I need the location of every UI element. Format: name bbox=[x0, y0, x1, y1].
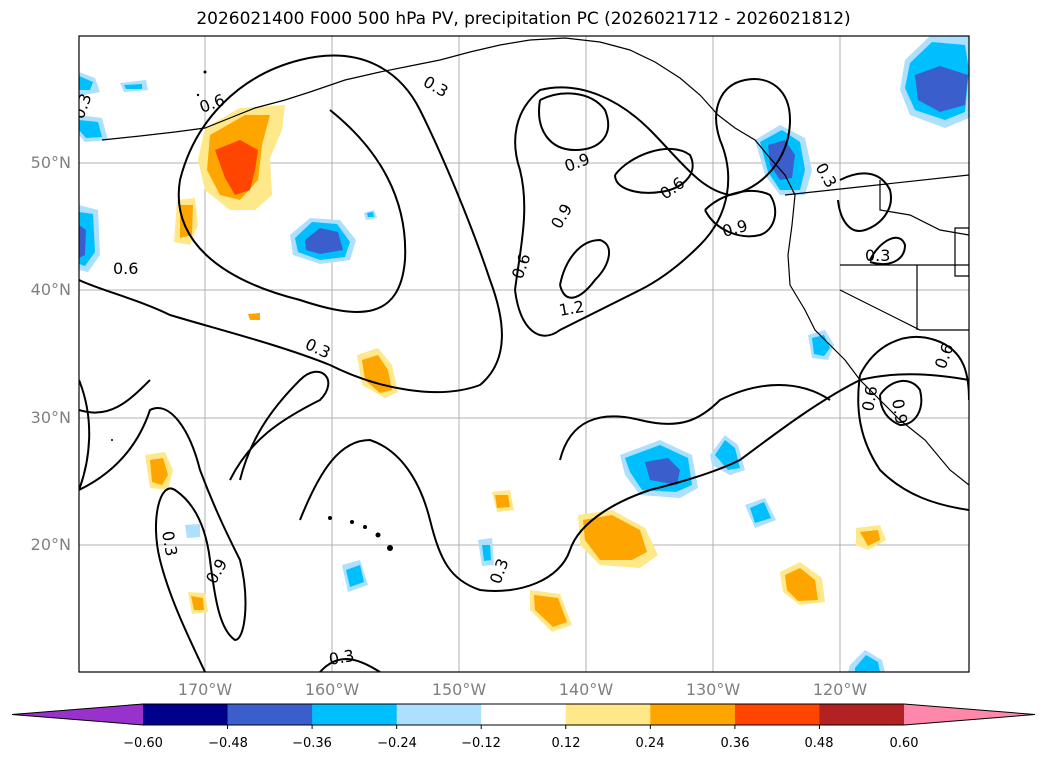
contour-label-16: 0.9 bbox=[888, 397, 911, 425]
lat-label-40n: 40°N bbox=[30, 280, 71, 299]
colorbar-segment bbox=[396, 704, 482, 725]
lat-label-20n: 20°N bbox=[30, 535, 71, 554]
coastlines bbox=[101, 37, 969, 486]
lon-label-150w: 150°W bbox=[431, 680, 487, 699]
lon-label-130w: 130°W bbox=[685, 680, 741, 699]
colorbar-extend-high bbox=[904, 704, 1035, 725]
map-title: 2026021400 F000 500 hPa PV, precipitatio… bbox=[196, 9, 851, 29]
contour-label-13: 0.3 bbox=[865, 246, 890, 265]
contour-label-4: 0.6 bbox=[113, 259, 138, 278]
colorbar-extend-low bbox=[12, 704, 143, 725]
colorbar-segment bbox=[312, 704, 398, 725]
colorbar-segment bbox=[143, 704, 229, 725]
pv-contours bbox=[79, 54, 969, 672]
lon-label-140w: 140°W bbox=[558, 680, 614, 699]
colorbar-outline bbox=[11, 703, 1036, 726]
colorbar-tick-10: 0.60 bbox=[889, 736, 919, 751]
graticule bbox=[79, 36, 969, 672]
colorbar-tick-1: −0.60 bbox=[123, 736, 163, 751]
lat-label-30n: 30°N bbox=[30, 408, 71, 427]
colorbar-segment bbox=[650, 704, 736, 725]
contour-label-17: 0.3 bbox=[158, 529, 181, 557]
lon-label-160w: 160°W bbox=[304, 680, 360, 699]
contour-label-20: 0.3 bbox=[327, 646, 355, 669]
colorbar-tick-5: −0.12 bbox=[461, 736, 501, 751]
colorbar-segment bbox=[565, 704, 651, 725]
islands bbox=[111, 70, 393, 551]
colorbar-tick-6: 0.12 bbox=[551, 736, 581, 751]
lon-label-120w: 120°W bbox=[812, 680, 868, 699]
colorbar-tick-3: −0.36 bbox=[292, 736, 332, 751]
colorbar-tick-8: 0.36 bbox=[720, 736, 750, 751]
colorbar-segment bbox=[481, 704, 567, 725]
contour-label-15: 0.6 bbox=[858, 384, 881, 412]
negative-anomaly-areas bbox=[79, 36, 969, 672]
colorbar-segment bbox=[819, 704, 905, 725]
lat-label-50n: 50°N bbox=[30, 153, 71, 172]
colorbar-segment bbox=[227, 704, 313, 725]
colorbar-tick-4: −0.24 bbox=[377, 736, 417, 751]
contour-label-9: 1.2 bbox=[557, 297, 585, 320]
lon-label-170w: 170°W bbox=[177, 680, 233, 699]
positive-anomaly-areas bbox=[145, 105, 886, 632]
map-frame bbox=[78, 35, 970, 673]
colorbar-tick-2: −0.48 bbox=[208, 736, 248, 751]
colorbar-tick-9: 0.48 bbox=[804, 736, 834, 751]
colorbar-tick-7: 0.24 bbox=[635, 736, 665, 751]
colorbar bbox=[11, 703, 1036, 729]
colorbar-segment bbox=[734, 704, 820, 725]
